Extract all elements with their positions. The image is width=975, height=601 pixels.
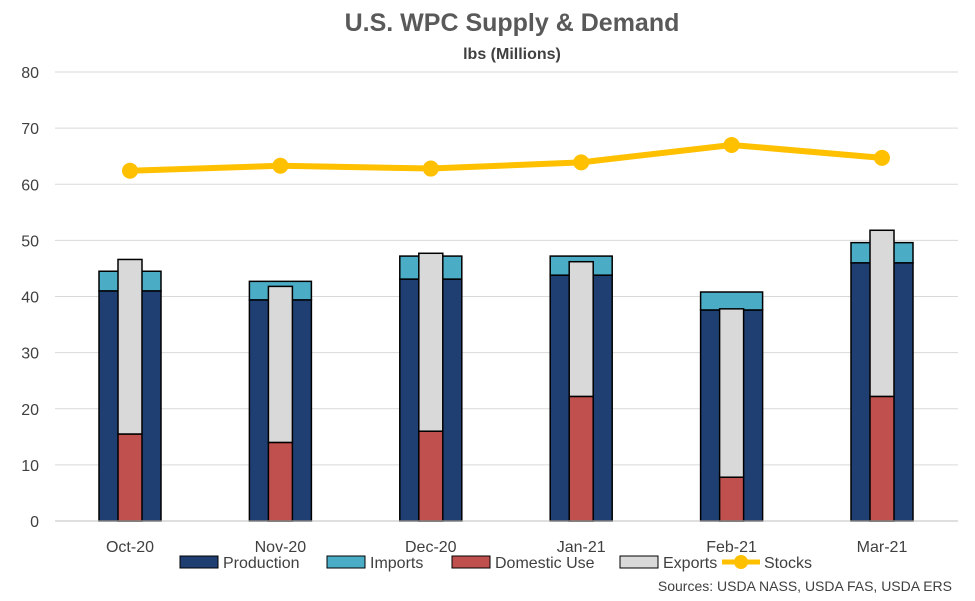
bar-exports [869, 229, 895, 398]
x-tick-label: Jan-21 [557, 539, 606, 556]
legend-label: Exports [663, 555, 717, 572]
y-axis: 0 10 20 30 40 50 60 70 80 [21, 65, 39, 531]
stocks-point [573, 154, 590, 171]
stocks-point [272, 157, 289, 174]
stocks-line-group [122, 136, 890, 179]
y-tick-label: 60 [21, 177, 39, 194]
y-tick-label: 50 [21, 233, 39, 250]
stocks-line [127, 141, 885, 174]
bar-exports [117, 258, 143, 435]
bar-domestic-use [869, 395, 895, 522]
x-tick-label: Feb-21 [706, 539, 757, 556]
bar-domestic-use [418, 430, 444, 522]
bar-imports [699, 291, 764, 311]
y-tick-label: 0 [30, 514, 39, 531]
legend-label: Stocks [764, 555, 812, 572]
legend: Production Imports Domestic Use Exports Stoc… [179, 555, 812, 572]
x-tick-label: Oct-20 [106, 539, 154, 556]
legend-label: Domestic Use [495, 555, 595, 572]
stocks-point [723, 136, 740, 153]
x-tick-label: Nov-20 [255, 539, 307, 556]
source-note: Sources: USDA NASS, USDA FAS, USDA ERS [658, 578, 952, 594]
bar-exports [718, 308, 745, 478]
y-tick-label: 20 [21, 402, 39, 419]
bar-exports [267, 285, 294, 444]
x-tick-label: Dec-20 [405, 539, 457, 556]
chart-subtitle: lbs (Millions) [463, 46, 561, 63]
y-tick-label: 80 [21, 65, 39, 82]
stocks-point [122, 162, 138, 179]
legend-swatch [179, 555, 219, 569]
y-tick-label: 10 [21, 458, 39, 475]
bar-domestic-use [718, 476, 745, 522]
stocks-point [874, 149, 890, 166]
stocks-point [422, 160, 439, 177]
x-tick-label: Mar-21 [857, 539, 908, 556]
gridlines [55, 71, 958, 522]
bar-domestic-use [117, 433, 143, 522]
bar-exports [568, 260, 594, 398]
legend-label: Production [223, 555, 300, 572]
bars [98, 229, 914, 522]
legend-swatch-marker [734, 555, 748, 569]
legend-label: Imports [370, 555, 423, 572]
bar-domestic-use [267, 441, 294, 522]
x-axis: Oct-20 Nov-20 Dec-20 Jan-21 Feb-21 Mar-21 [55, 520, 958, 556]
y-tick-label: 40 [21, 290, 39, 307]
bar-exports [418, 252, 444, 432]
y-tick-label: 70 [21, 121, 39, 138]
bar-domestic-use [568, 395, 594, 522]
chart-title: U.S. WPC Supply & Demand [345, 9, 680, 37]
legend-swatch [451, 555, 491, 569]
y-tick-label: 30 [21, 346, 39, 363]
legend-swatch [619, 555, 659, 569]
legend-swatch [326, 555, 366, 569]
